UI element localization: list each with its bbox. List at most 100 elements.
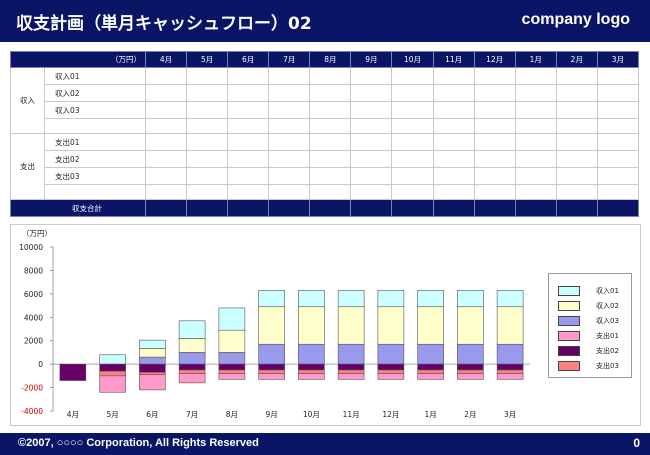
x-tick-label: 7月 (186, 410, 198, 419)
bar-segment (496, 290, 524, 308)
bar-segment (99, 354, 126, 365)
total-cell (268, 199, 311, 217)
y-tick-label: -2000 (21, 384, 43, 393)
legend-item: 収入03 (558, 316, 628, 326)
total-cell (555, 199, 598, 217)
bar-segment (218, 329, 246, 353)
unit-label: （万円） (10, 51, 146, 68)
bar-segment (337, 373, 365, 380)
total-cell (432, 199, 475, 217)
bar-segment (99, 370, 126, 377)
y-tick-label: -4000 (21, 407, 43, 416)
bar-segment (178, 320, 206, 339)
chart-legend: 収入01 収入02 収入03 支出01 支出02 支出03 (548, 273, 632, 378)
income-group-label: 収入 (10, 67, 45, 134)
bar-segment (457, 306, 484, 345)
bar-segment (377, 363, 405, 371)
bar-segment (178, 352, 206, 365)
y-unit-label: （万円） (22, 229, 52, 238)
legend-item: 支出03 (558, 361, 628, 371)
x-tick-label: 4月 (67, 410, 79, 419)
total-cell (391, 199, 434, 217)
legend-swatch (558, 331, 580, 341)
bar-segment (178, 363, 206, 371)
bar-segment (377, 373, 405, 380)
x-tick-label: 9月 (265, 410, 277, 419)
bar-segment (417, 373, 444, 380)
bar-segment (496, 363, 524, 371)
bar-segment (258, 290, 285, 308)
bar-segment (457, 343, 484, 365)
x-tick-label: 10月 (303, 410, 320, 419)
legend-label: 収入01 (596, 287, 619, 295)
bar-segment (59, 363, 87, 381)
company-logo: company logo (521, 11, 630, 28)
total-cell (227, 199, 270, 217)
bar-segment (178, 338, 206, 353)
bar-segment (337, 363, 365, 371)
legend-item: 収入02 (558, 301, 628, 311)
bar-segment (298, 290, 325, 308)
month-header: 1月 (514, 51, 557, 68)
legend-swatch (558, 361, 580, 371)
bar-segment (99, 363, 126, 372)
bar-segment (258, 369, 285, 374)
bar-segment (337, 343, 365, 365)
cashflow-table: （万円） 4月 5月 6月 7月 8月 9月 10月 11月 12月 1月 2月 3月 収入 収入01 収… (10, 51, 640, 217)
bar-segment (377, 343, 405, 365)
bar-segment (417, 369, 444, 374)
bar-segment (258, 373, 285, 380)
month-header: 5月 (186, 51, 229, 68)
bar-segment (457, 290, 484, 308)
x-tick-label: 1月 (424, 410, 436, 419)
expense-group-label: 支出 (10, 133, 45, 200)
y-tick-label: 10000 (19, 243, 43, 252)
bar-segment (139, 363, 166, 373)
chart-panel (10, 224, 641, 426)
month-header: 10月 (391, 51, 434, 68)
total-cell (309, 199, 352, 217)
legend-swatch (558, 346, 580, 356)
total-cell (186, 199, 229, 217)
legend-item: 収入01 (558, 286, 628, 296)
bar-segment (218, 373, 246, 380)
bar-segment (496, 373, 524, 380)
legend-swatch (558, 316, 580, 326)
bar-segment (337, 369, 365, 374)
total-row: 収支合計 (10, 199, 640, 217)
y-tick-label: 2000 (24, 337, 43, 346)
bar-segment (298, 306, 325, 345)
table-row: 支出03 (11, 167, 640, 185)
bar-segment (139, 356, 166, 365)
bar-segment (218, 363, 246, 371)
y-tick-label: 6000 (24, 290, 43, 299)
legend-label: 支出01 (596, 332, 619, 340)
page-title: 収支計画（単月キャッシュフロー）02 (16, 14, 312, 34)
month-header: 6月 (227, 51, 270, 68)
x-tick-label: 5月 (106, 410, 118, 419)
copyright-text: ©2007, ○○○○ Corporation, All Rights Rese… (18, 437, 259, 449)
total-cell (144, 199, 188, 217)
table-header-row: （万円） 4月 5月 6月 7月 8月 9月 10月 11月 12月 1月 2月 3月 (10, 51, 640, 68)
total-cell (596, 199, 640, 217)
legend-label: 収入03 (596, 317, 619, 325)
bar-segment (298, 369, 325, 374)
bar-segment (417, 290, 444, 308)
x-tick-label: 6月 (146, 410, 158, 419)
bar-segment (139, 374, 166, 391)
bar-segment (298, 343, 325, 365)
month-header: 11月 (432, 51, 475, 68)
x-tick-label: 11月 (343, 410, 360, 419)
x-tick-label: 3月 (504, 410, 516, 419)
bar-segment (457, 373, 484, 380)
bar-segment (298, 363, 325, 371)
page-footer: ©2007, ○○○○ Corporation, All Rights Rese… (0, 433, 650, 455)
y-tick-label: 4000 (24, 313, 43, 322)
bar-segment (218, 369, 246, 374)
bar-segment (496, 369, 524, 374)
bar-segment (496, 343, 524, 365)
x-tick-label: 12月 (382, 410, 399, 419)
page-header: 収支計画（単月キャッシュフロー）02 company logo (0, 0, 650, 42)
x-tick-label: 2月 (464, 410, 476, 419)
page-number: 0 (633, 436, 640, 450)
